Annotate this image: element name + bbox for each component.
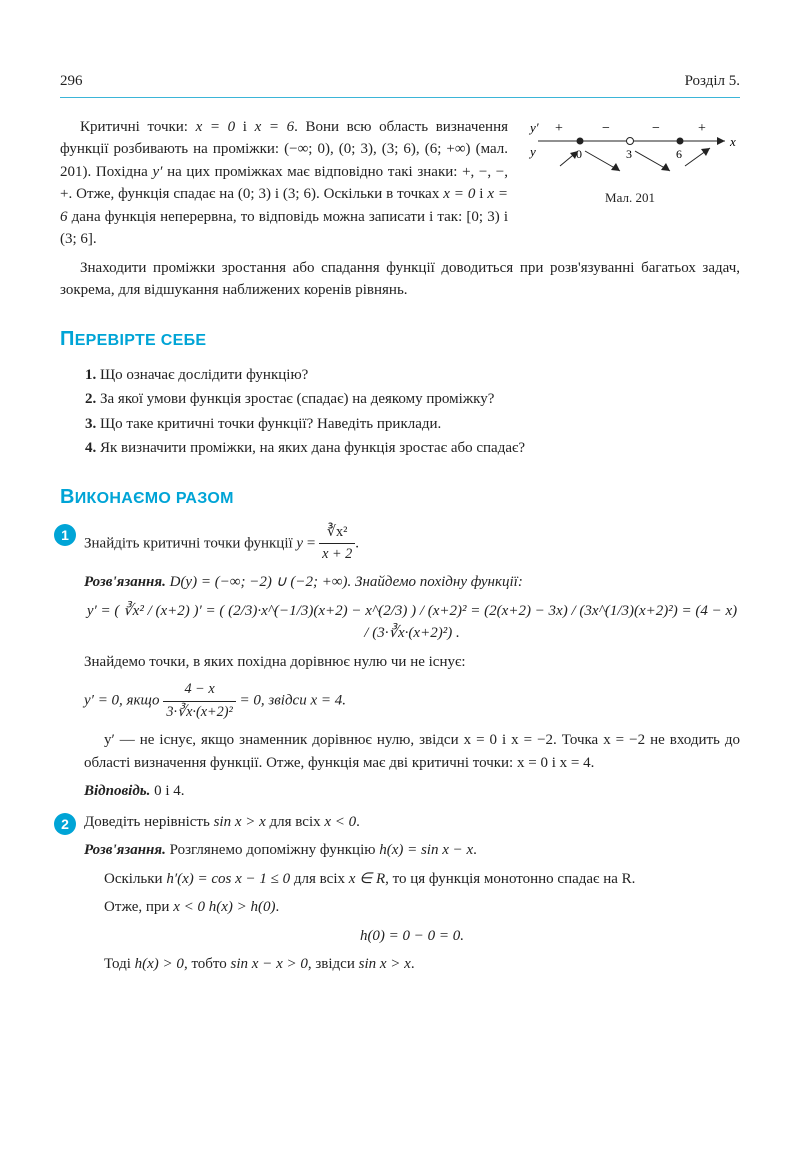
check-heading: Перевірте себе — [60, 324, 740, 354]
diagram-tick-0: 0 — [576, 147, 582, 161]
example-1-number: 1 — [54, 524, 76, 546]
ex2-prompt: Доведіть нерівність sin x > x для всіх x… — [84, 811, 740, 834]
diagram-tick-3: 3 — [626, 147, 632, 161]
ex2-center: h(0) = 0 − 0 = 0. — [84, 925, 740, 948]
ex2-h3: Тоді h(x) > 0, тобто sin x − x > 0, звід… — [84, 953, 740, 976]
check-questions: Що означає дослідити функцію? За якої ум… — [100, 364, 740, 460]
diagram-sign-2: − — [602, 121, 610, 136]
diagram-sign-3: − — [652, 121, 660, 136]
ex1-answer: Відповідь. 0 і 4. — [84, 780, 740, 803]
ex1-derivative: y′ = ( ∛x² / (x+2) )′ = ( (2/3)·x^(−1/3)… — [84, 600, 740, 645]
check-q3: Що таке критичні точки функції? Наведіть… — [100, 413, 740, 436]
chapter-label: Розділ 5. — [685, 70, 740, 93]
ex1-zero-cond: y′ = 0, якщо 4 − x3·∛x·(x+2)² = 0, звідс… — [84, 679, 740, 723]
intro-block: y′ y x 0 3 6 + − − + — [60, 116, 740, 257]
diagram-label-x: x — [729, 134, 736, 149]
ex2-solution-line: Розв'язання. Розглянемо допоміжну функці… — [84, 839, 740, 862]
example-2-number: 2 — [54, 813, 76, 835]
check-q1: Що означає дослідити функцію? — [100, 364, 740, 387]
example-2: 2 Доведіть нерівність sin x > x для всіх… — [60, 811, 740, 976]
together-heading: Виконаємо разом — [60, 482, 740, 512]
diagram-point-3 — [627, 137, 634, 144]
check-q2: За якої умови функція зростає (спадає) н… — [100, 388, 740, 411]
diagram-caption: Мал. 201 — [520, 188, 740, 208]
diagram-sign-4: + — [698, 121, 706, 136]
ex1-solution-line: Розв'язання. D(y) = (−∞; −2) ∪ (−2; +∞).… — [84, 571, 740, 594]
diagram-label-y: y — [528, 144, 536, 159]
ex2-hprime: Оскільки h′(x) = cos x − 1 ≤ 0 для всіх … — [84, 868, 740, 891]
ex1-dne: y′ — не існує, якщо знаменник дорівнює н… — [84, 729, 740, 774]
check-q4: Як визначити проміжки, на яких дана функ… — [100, 437, 740, 460]
diagram-point-0 — [577, 137, 584, 144]
diagram-point-6 — [677, 137, 684, 144]
diagram-tick-6: 6 — [676, 147, 682, 161]
example-2-body: Доведіть нерівність sin x > x для всіх x… — [84, 811, 740, 976]
diagram-sign-1: + — [555, 121, 563, 136]
ex2-h2: Отже, при x < 0 h(x) > h(0). — [84, 896, 740, 919]
example-1: 1 Знайдіть критичні точки функції y = ∛x… — [60, 522, 740, 803]
ex1-zero-intro: Знайдемо точки, в яких похідна дорівнює … — [84, 651, 740, 674]
intro-para-2: Знаходити проміжки зростання або спаданн… — [60, 257, 740, 302]
ex1-prompt: Знайдіть критичні точки функції y = ∛x²x… — [84, 522, 740, 566]
diagram-label-yprime: y′ — [528, 120, 539, 135]
sign-diagram: y′ y x 0 3 6 + − − + — [520, 116, 740, 208]
page: 296 Розділ 5. y′ y x 0 3 6 — [0, 0, 800, 1171]
example-1-body: Знайдіть критичні точки функції y = ∛x²x… — [84, 522, 740, 803]
sign-diagram-svg: y′ y x 0 3 6 + − − + — [520, 116, 740, 186]
page-header: 296 Розділ 5. — [60, 70, 740, 98]
page-number: 296 — [60, 70, 83, 93]
